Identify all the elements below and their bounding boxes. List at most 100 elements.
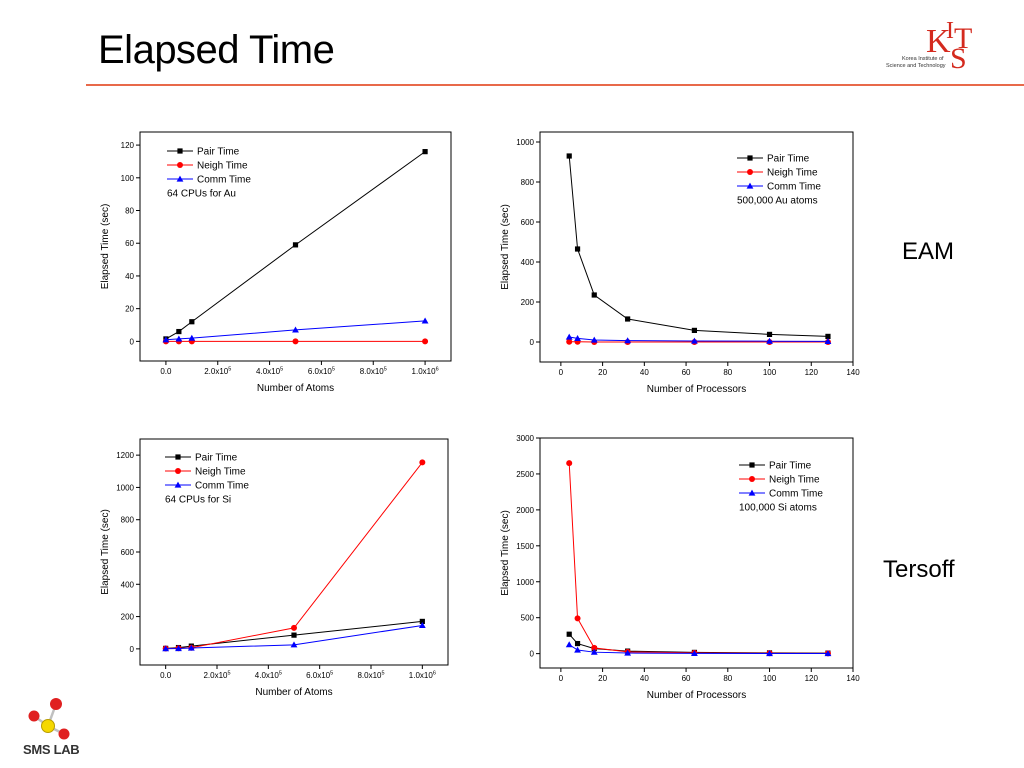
chart-1-xlabel: Number of Atoms: [257, 383, 334, 394]
chart-2-legend-comm-time-label: Comm Time: [767, 182, 821, 193]
chart-4-legend-neigh-time-marker: [749, 476, 755, 482]
chart-4-frame: [539, 437, 854, 669]
chart-3-xtick-exponent: 5: [330, 671, 333, 677]
chart-1-comm-time-point: [162, 336, 170, 343]
chart-4-xtick-label: 100: [763, 674, 777, 683]
chart-1-xtick-exponent: 6: [436, 367, 439, 373]
chart-1-ytick-label: 40: [125, 272, 134, 281]
chart-3-legend-pair-time-marker: [175, 454, 181, 460]
chart-1-xtick-exponent: 5: [384, 367, 387, 373]
kist-logo-line1: Korea Institute of: [902, 56, 944, 62]
chart-1-legend-neigh-time-label: Neigh Time: [197, 161, 248, 172]
chart-1-pair-time-point: [292, 242, 299, 248]
chart-1-ytick-label: 20: [125, 305, 134, 314]
chart-4-xtick-label: 80: [723, 674, 732, 683]
chart-1-xtick-label: 2.0x105: [204, 367, 231, 377]
chart-2-pair-time-point: [625, 316, 631, 322]
chart-4-ytick-label: 3000: [516, 434, 534, 443]
chart-1-ytick-label: 80: [125, 207, 134, 216]
chart-2-comm-time-point: [590, 336, 598, 343]
svg-text:S: S: [950, 42, 967, 75]
chart-4-xlabel: Number of Processors: [647, 690, 746, 701]
chart-3-xtick-label: 6.0x105: [306, 671, 333, 681]
chart-4-legend-note: 100,000 Si atoms: [739, 503, 817, 514]
chart-4-legend-comm-time-label: Comm Time: [769, 489, 823, 500]
chart-3-comm-time-point: [187, 644, 195, 651]
chart-3-comm-time-point: [290, 641, 298, 648]
chart-1-comm-time-point: [188, 334, 196, 341]
sms-lab-logo: [28, 698, 70, 740]
chart-3-comm-time-point: [418, 622, 426, 629]
svg-text:I: I: [946, 18, 954, 44]
chart-2-pair-time-point: [766, 331, 773, 337]
chart-4-ytick-label: 0: [530, 650, 535, 659]
tersoff-label: Tersoff: [883, 556, 955, 583]
chart-3-ylabel: Elapsed Time (sec): [100, 509, 111, 595]
chart-1-xtick-label: 0.0: [160, 367, 172, 376]
chart-2-comm-time-point: [624, 337, 632, 344]
chart-1-legend-note: 64 CPUs for Au: [167, 189, 236, 200]
chart-2-xtick-label: 80: [723, 368, 732, 377]
chart-3-pair-time-point: [291, 632, 297, 638]
chart-3-xtick-exponent: 5: [381, 671, 384, 677]
chart-3-neigh-time-point: [291, 624, 297, 631]
chart-2-xtick-label: 100: [763, 368, 777, 377]
chart-3-legend-neigh-time-label: Neigh Time: [195, 467, 246, 478]
chart-3-ytick-label: 200: [121, 613, 135, 622]
chart-4-comm-time-point: [824, 650, 832, 657]
chart-3-comm-time-point: [162, 645, 170, 652]
chart-1-pair-time-point: [189, 319, 195, 325]
chart-3-legend-comm-time-marker: [174, 481, 182, 488]
chart-4-xtick-label: 120: [805, 674, 819, 683]
chart-4-xtick-label: 0: [559, 674, 564, 683]
title-divider: [86, 84, 1024, 86]
chart-2-legend-comm-time-marker: [746, 182, 754, 189]
chart-4-legend-neigh-time-label: Neigh Time: [769, 475, 820, 486]
chart-3-xtick-label: 2.0x105: [203, 671, 230, 681]
chart-3-xlabel: Number of Atoms: [255, 687, 332, 698]
chart-1-xtick-exponent: 5: [280, 367, 283, 373]
chart-1-comm-time-point: [421, 317, 429, 324]
chart-4-ytick-label: 2000: [516, 506, 534, 515]
chart-4-comm-time-point: [766, 650, 773, 657]
chart-2-xlabel: Number of Processors: [647, 384, 746, 395]
chart-1-xtick-label: 8.0x105: [360, 367, 387, 377]
chart-1-legend-comm-time-marker: [176, 175, 184, 182]
chart-4-neigh-time-point: [591, 644, 598, 651]
chart-1-legend-neigh-time-marker: [177, 162, 183, 168]
chart-4-legend-pair-time-label: Pair Time: [769, 461, 812, 472]
chart-1-xtick-label: 1.0x106: [412, 367, 439, 377]
chart-4-ytick-label: 1000: [516, 578, 534, 587]
chart-2-comm-time-point: [691, 337, 698, 344]
chart-4-xtick-label: 60: [682, 674, 691, 683]
chart-2-xtick-label: 140: [846, 368, 860, 377]
chart-4-neigh-time-point: [566, 460, 573, 467]
chart-4-pair-time-point: [566, 631, 572, 637]
chart-3-xtick-label: 4.0x105: [255, 671, 282, 681]
kist-logo: K I T S Korea Institute of Science and T…: [886, 18, 972, 75]
chart-4-pair-time-point: [574, 640, 581, 647]
chart-3-ytick-label: 800: [121, 516, 135, 525]
chart-4-ytick-label: 1500: [516, 542, 534, 551]
chart-3-frame: [139, 438, 449, 666]
chart-3-comm-time-point: [175, 645, 182, 652]
eam-label: EAM: [902, 238, 955, 265]
chart-4-comm-time-point: [565, 641, 573, 648]
chart-2-ytick-label: 200: [521, 298, 535, 307]
chart-4-comm-time-point: [624, 649, 632, 656]
chart-3-legend-comm-time-label: Comm Time: [195, 481, 249, 492]
chart-3-legend-note: 64 CPUs for Si: [165, 495, 231, 506]
chart-1-ytick-label: 0: [130, 337, 135, 346]
chart-3-ytick-label: 400: [121, 580, 135, 589]
chart-4-legend-comm-time-marker: [748, 489, 756, 496]
chart-3-xtick-label: 1.0x106: [409, 671, 436, 681]
chart-1-ytick-label: 100: [121, 174, 135, 183]
chart-2-legend-pair-time-marker: [747, 155, 753, 161]
chart-4-xtick-label: 40: [640, 674, 649, 683]
svg-text:K: K: [926, 23, 951, 60]
chart-4-neigh-time-point: [574, 615, 581, 622]
chart-4-ylabel: Elapsed Time (sec): [500, 510, 511, 596]
chart-4-comm-time-point: [574, 646, 581, 653]
chart-2-comm-time-point: [766, 337, 773, 344]
chart-4-comm-time-point: [691, 649, 698, 656]
